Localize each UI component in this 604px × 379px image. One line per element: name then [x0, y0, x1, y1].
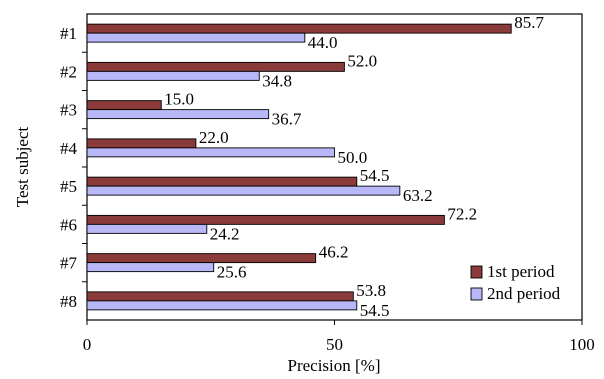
bar-data-label: 50.0 [338, 148, 368, 167]
legend-swatch-2nd-period [470, 287, 483, 301]
bar-data-label: 34.8 [262, 71, 292, 90]
legend-label: 2nd period [487, 284, 561, 303]
category-label: #8 [60, 292, 77, 311]
bar-1st-period [86, 23, 512, 34]
category-label: #7 [60, 254, 78, 273]
bar-data-label: 36.7 [272, 110, 302, 129]
x-tick-label: 100 [569, 335, 595, 354]
bar-1st-period [86, 61, 345, 72]
x-axis-title: Precision [%] [287, 356, 380, 375]
bar-data-label: 63.2 [403, 186, 433, 205]
legend-swatch-1st-period [470, 265, 483, 279]
bar-1st-period [86, 100, 162, 111]
bar-data-label: 54.5 [360, 166, 390, 185]
bar-data-label: 52.0 [347, 51, 377, 70]
bars-group: 85.744.052.034.815.036.722.050.054.563.2… [86, 13, 544, 320]
legend-label: 1st period [487, 262, 555, 281]
bar-data-label: 22.0 [199, 128, 229, 147]
category-label: #2 [60, 62, 77, 81]
bar-2nd-period [86, 147, 335, 158]
bar-data-label: 72.2 [447, 204, 477, 223]
bar-data-label: 25.6 [217, 263, 247, 282]
bar-data-label: 44.0 [308, 33, 338, 52]
y-axis-title: Test subject [13, 126, 32, 207]
category-label: #3 [60, 101, 77, 120]
bar-data-label: 24.2 [210, 224, 240, 243]
bar-2nd-period [86, 185, 401, 196]
bar-2nd-period [86, 300, 358, 311]
bar-2nd-period [86, 262, 215, 273]
bar-1st-period [86, 214, 445, 225]
bar-data-label: 53.8 [356, 281, 386, 300]
bar-data-label: 85.7 [514, 13, 544, 32]
category-label: #5 [60, 177, 77, 196]
bar-1st-period [86, 176, 358, 187]
category-label: #1 [60, 24, 77, 43]
bar-1st-period [86, 253, 317, 264]
x-tick-label: 0 [83, 335, 92, 354]
bar-1st-period [86, 291, 354, 302]
bar-1st-period [86, 138, 197, 149]
x-axis-ticks: 0 50 100 [83, 320, 595, 354]
bar-data-label: 54.5 [360, 301, 390, 320]
category-labels: #1 #2 #3 #4 #5 #6 #7 #8 [60, 24, 87, 311]
bar-2nd-period [86, 223, 208, 234]
bar-2nd-period [86, 109, 270, 120]
category-label: #6 [60, 215, 77, 234]
bar-data-label: 46.2 [319, 243, 349, 262]
bar-data-label: 15.0 [164, 90, 194, 109]
bar-2nd-period [86, 32, 306, 43]
legend: 1st period 2nd period [470, 262, 561, 303]
bar-2nd-period [86, 70, 260, 81]
category-label: #4 [60, 139, 78, 158]
x-tick-label: 50 [326, 335, 343, 354]
